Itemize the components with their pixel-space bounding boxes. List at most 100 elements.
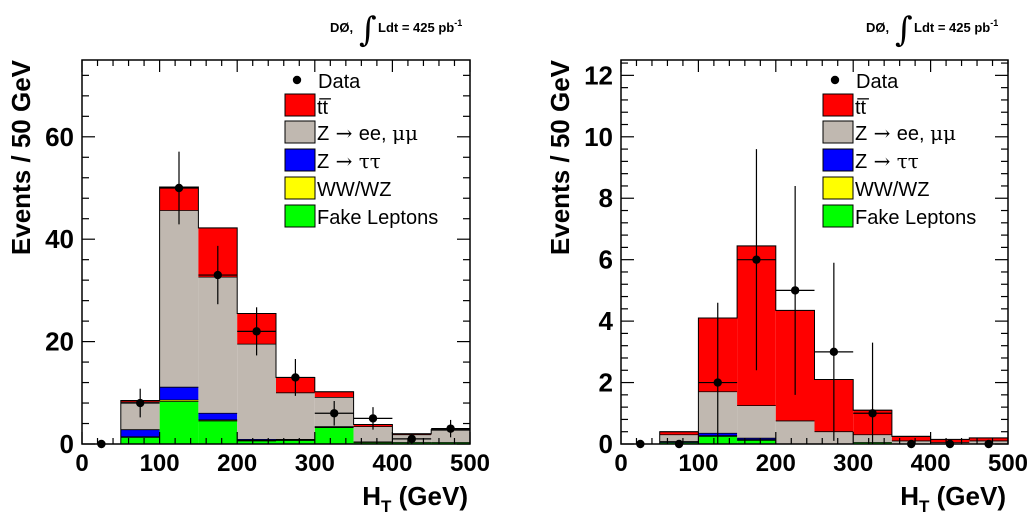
x-axis-title-unit: (GeV): [929, 481, 1006, 511]
bar-zll: [159, 210, 199, 388]
legend-label-data: Data: [856, 71, 899, 93]
legend-label-ww: WW/WZ: [855, 179, 929, 201]
legend-marker-data: [830, 75, 840, 85]
legend-swatch-ww: [822, 176, 854, 200]
legend-label-ww: WW/WZ: [317, 179, 391, 201]
data-point: [984, 439, 993, 449]
plot-frame: [620, 59, 1009, 445]
data-point: [790, 286, 800, 295]
x-axis-title-main: H: [900, 481, 919, 511]
legend-zll-d: μμ: [392, 121, 418, 145]
bar-ztt: [159, 387, 199, 400]
data-point: [368, 414, 378, 423]
bar-ttbar: [969, 437, 1008, 441]
bar-fake: [737, 440, 776, 444]
x-tick-label: 500: [988, 450, 1028, 477]
legend-ztt-c: ττ: [359, 149, 381, 173]
legend-label-ztt: Z → ττ: [317, 149, 381, 173]
y-tick-label: 6: [599, 245, 613, 275]
series-fake: [120, 401, 470, 444]
legend-swatch-ztt: [822, 148, 854, 172]
data-points: [97, 151, 470, 449]
integral-sign-icon: ∫: [359, 10, 377, 50]
data-point: [213, 270, 222, 280]
legend-label-ttbar: tt̅: [855, 97, 869, 119]
data-point: [829, 347, 839, 357]
plot-frame: [81, 59, 471, 445]
bar-zll: [659, 434, 699, 442]
bar-fake: [314, 427, 354, 444]
legend-ztt-c: ττ: [897, 149, 919, 173]
x-tick-label: 300: [295, 450, 335, 477]
lumi-label: Ldt = 425 pb-1: [378, 18, 462, 35]
x-tick-label: 400: [911, 450, 951, 477]
data-point: [674, 439, 684, 449]
legend-label-zll: Z → ee, μμ: [855, 121, 956, 145]
chart-panel-2: 0 100 200 300 400 500 0 2 4 6 8 10 12 HT (GeV) Events …: [545, 10, 1028, 516]
data-points: [636, 149, 993, 449]
data-point: [97, 439, 106, 449]
bar-fake: [237, 440, 276, 444]
x-tick-label: 0: [75, 450, 88, 477]
x-axis-title-main: H: [362, 481, 381, 511]
x-axis-title: HT (GeV): [900, 481, 1006, 516]
y-tick-label: 4: [599, 306, 614, 336]
bar-fake: [120, 437, 160, 444]
integral-sign-icon: ∫: [895, 10, 913, 50]
legend-ztt-a: Z: [317, 151, 329, 173]
legend-label-fake: Fake Leptons: [317, 207, 438, 229]
data-point: [174, 183, 184, 193]
y-tick-label: 60: [45, 122, 74, 152]
legend-swatch-ttbar: [822, 93, 854, 117]
legend-label-ttbar: tt̅: [317, 97, 331, 119]
legend-label-data: Data: [318, 71, 361, 93]
bar-zll: [775, 420, 815, 444]
data-point: [752, 255, 761, 264]
legend-zll-c: ee,: [359, 123, 392, 145]
bar-ww: [198, 419, 238, 421]
x-tick-label: 400: [372, 450, 412, 477]
bar-zll: [353, 426, 393, 442]
bar-ztt: [198, 413, 238, 420]
x-tick-label: 500: [450, 450, 490, 477]
x-axis-title: HT (GeV): [362, 481, 468, 516]
bar-ww: [159, 399, 199, 402]
legend-ztt-b: →: [329, 149, 358, 173]
y-tick-label: 0: [599, 429, 613, 459]
bar-fake: [159, 401, 199, 444]
y-tick-label: 0: [60, 429, 74, 459]
legend-label-zll: Z → ee, μμ: [317, 121, 418, 145]
x-tick-label: 100: [678, 450, 718, 477]
data-point: [330, 409, 339, 418]
y-axis-title: Events / 50 GeV: [545, 59, 575, 255]
legend-zll-b: →: [329, 121, 358, 145]
x-tick-label: 0: [614, 450, 627, 477]
x-axis-title-sub: T: [381, 497, 392, 516]
bar-ztt: [120, 429, 160, 437]
bar-ttbar: [891, 436, 931, 441]
y-axis-title: Events / 50 GeV: [6, 59, 36, 255]
legend-swatch-fake: [284, 204, 316, 228]
data-point: [136, 398, 145, 408]
lumi-header: DØ, ∫ Ldt = 425 pb-1: [866, 10, 998, 50]
lumi-exponent: -1: [454, 18, 462, 28]
data-point: [713, 378, 722, 387]
bar-fake: [353, 442, 393, 444]
lumi-label: Ldt = 425 pb-1: [914, 18, 998, 35]
data-point: [407, 434, 416, 444]
legend-label-ztt: Z → ττ: [855, 149, 919, 173]
bar-ztt: [737, 438, 776, 440]
data-point: [252, 327, 261, 336]
data-point: [291, 373, 300, 382]
lumi-header: DØ, ∫ Ldt = 425 pb-1: [330, 10, 462, 50]
x-tick-label: 200: [756, 450, 796, 477]
data-point: [636, 439, 645, 449]
legend-zll-a: Z: [317, 123, 329, 145]
legend-swatch-ztt: [284, 148, 316, 172]
y-tick-label: 8: [599, 183, 613, 213]
legend-ztt-b: →: [867, 149, 896, 173]
legend-zll-d: μμ: [930, 121, 956, 145]
y-tick-label: 12: [584, 60, 613, 90]
bar-ztt: [237, 439, 276, 441]
